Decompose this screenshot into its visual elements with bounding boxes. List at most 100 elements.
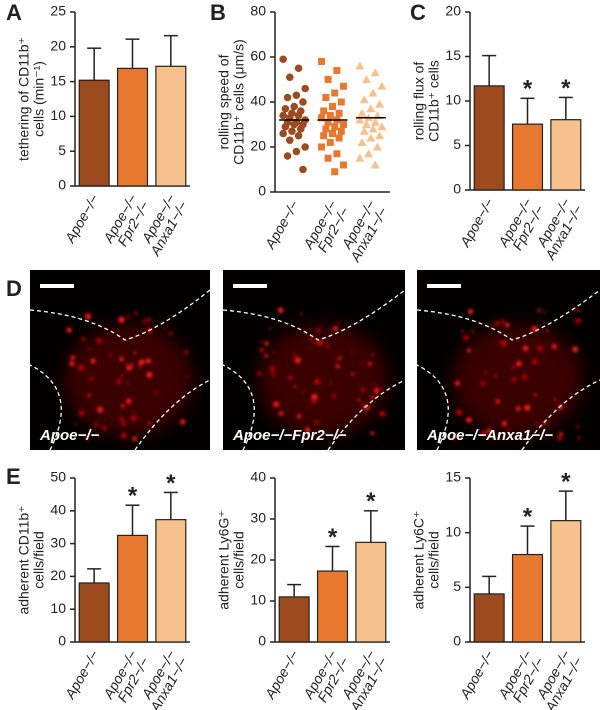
cell-signal xyxy=(368,361,372,366)
panel-letter: B xyxy=(210,0,226,25)
cell-signal xyxy=(329,382,332,385)
cell-signal xyxy=(522,345,529,352)
y-tick-label: 20 xyxy=(250,551,266,567)
cell-signal xyxy=(97,406,103,413)
y-tick-label: 20 xyxy=(50,38,66,54)
cell-signal xyxy=(451,434,457,440)
data-point xyxy=(288,127,296,136)
data-point xyxy=(337,127,345,135)
cell-signal xyxy=(272,351,275,354)
cell-signal xyxy=(88,348,91,351)
cell-signal xyxy=(309,337,313,341)
cell-signal xyxy=(484,371,487,374)
cell-signal xyxy=(259,340,263,344)
cell-signal xyxy=(379,410,386,417)
bar xyxy=(78,79,110,187)
cell-signal xyxy=(360,362,363,365)
cell-signal xyxy=(81,337,86,342)
bar xyxy=(155,519,187,643)
y-tick-label: 20 xyxy=(50,567,66,583)
cell-signal xyxy=(316,328,321,333)
cell-signal xyxy=(357,398,361,402)
data-point xyxy=(279,111,287,120)
y-tick-label: 15 xyxy=(445,47,461,63)
data-point xyxy=(370,68,380,77)
error-bar xyxy=(558,490,573,521)
y-tick-label: 0 xyxy=(58,177,66,193)
data-point xyxy=(359,95,369,104)
x-tick-label: Apoe−/− xyxy=(61,191,102,246)
cell-signal xyxy=(264,341,269,346)
data-point xyxy=(299,165,307,174)
data-point xyxy=(326,112,334,119)
cell-signal xyxy=(516,361,522,367)
bar xyxy=(355,541,387,643)
cell-signal xyxy=(480,381,485,386)
cell-signal xyxy=(531,326,538,333)
cell-signal xyxy=(154,391,158,395)
data-point xyxy=(331,89,339,97)
error-bar xyxy=(163,34,178,67)
cell-signal xyxy=(380,387,384,391)
cell-signal xyxy=(78,364,85,371)
cell-signal xyxy=(554,398,557,402)
panel-letter: C xyxy=(410,0,426,25)
y-tick-label: 10 xyxy=(250,592,266,608)
y-axis-label: adherent Ly6G⁺ xyxy=(216,510,232,610)
data-point xyxy=(318,143,325,151)
y-tick-label: 30 xyxy=(50,534,66,550)
cell-signal xyxy=(119,356,124,362)
data-point xyxy=(355,61,365,70)
scale-bar xyxy=(427,284,461,288)
y-tick-label: 0 xyxy=(258,633,266,649)
y-tick-label: 40 xyxy=(50,502,66,518)
cell-signal xyxy=(326,344,330,349)
cell-signal xyxy=(558,404,564,410)
cell-signal xyxy=(511,377,517,383)
cell-signal xyxy=(304,427,311,433)
y-axis-label: CD11b⁺ cells xyxy=(426,60,442,142)
data-point xyxy=(372,142,382,151)
data-point xyxy=(377,81,387,90)
cell-signal xyxy=(133,351,137,355)
data-point xyxy=(320,132,328,140)
micrograph: Apoe−/−Fpr2−/− xyxy=(222,270,406,451)
cell-signal xyxy=(351,372,355,376)
y-tick-label: 10 xyxy=(445,92,461,108)
cell-signal xyxy=(467,348,471,353)
cell-signal xyxy=(360,387,366,393)
cell-signal xyxy=(546,329,549,333)
data-point xyxy=(370,160,380,169)
cell-signal xyxy=(302,390,305,394)
data-point xyxy=(357,138,367,146)
error-bar xyxy=(87,568,102,583)
cell-signal xyxy=(147,421,151,425)
cell-signal xyxy=(269,366,276,372)
cell-signal xyxy=(89,376,93,381)
cell-signal xyxy=(78,410,85,417)
vessel-edge xyxy=(29,289,211,341)
cell-signal xyxy=(139,359,145,365)
data-point xyxy=(296,125,305,133)
cell-signal xyxy=(96,338,102,344)
data-point xyxy=(299,98,307,106)
bar xyxy=(511,553,544,643)
error-bar xyxy=(558,96,573,120)
bar xyxy=(550,520,582,643)
cell-signal xyxy=(98,433,101,436)
data-point xyxy=(368,88,378,97)
bar xyxy=(473,593,505,643)
significance-mark: * xyxy=(523,76,533,103)
cell-signal xyxy=(131,363,134,367)
cell-signal xyxy=(325,431,328,434)
data-point xyxy=(322,94,330,101)
significance-mark: * xyxy=(523,503,533,530)
error-bar xyxy=(125,504,140,536)
cell-signal xyxy=(575,317,581,324)
bar xyxy=(550,119,582,191)
cell-signal xyxy=(134,311,138,315)
significance-mark: * xyxy=(128,483,138,510)
cell-signal xyxy=(126,381,130,385)
cell-signal xyxy=(335,364,340,369)
cell-signal xyxy=(311,398,317,404)
